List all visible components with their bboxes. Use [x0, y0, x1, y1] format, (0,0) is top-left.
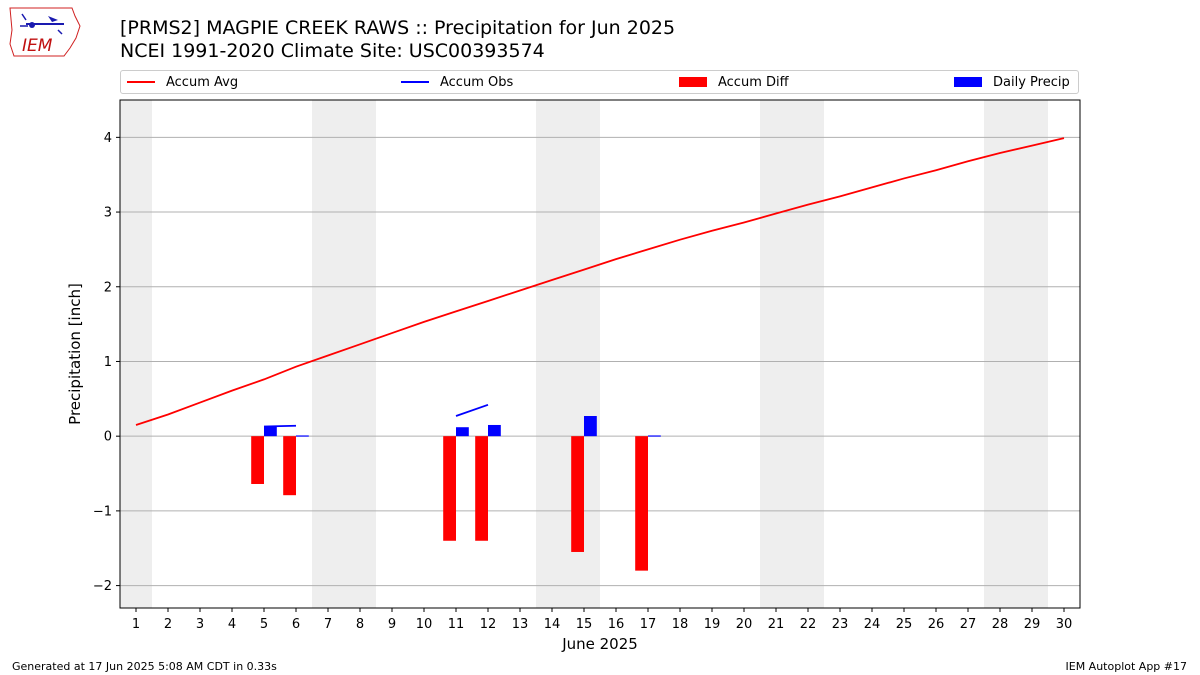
logo-text: IEM	[22, 36, 53, 56]
x-tick-label: 5	[260, 617, 268, 632]
x-tick-label: 2	[164, 617, 172, 632]
legend: Accum Avg Accum Obs Accum Diff Daily Pre…	[120, 70, 1079, 94]
legend-item-accum-avg: Accum Avg	[127, 71, 238, 93]
x-tick-label: 30	[1056, 617, 1073, 632]
daily-precip-bar	[456, 427, 469, 437]
y-tick-label: 3	[104, 206, 112, 221]
generated-note: Generated at 17 Jun 2025 5:08 AM CDT in …	[12, 660, 277, 673]
y-tick-label: 0	[104, 430, 112, 445]
x-tick-label: 4	[228, 617, 236, 632]
x-tick-label: 13	[512, 617, 529, 632]
accum-obs-line	[455, 403, 489, 417]
x-tick-label: 10	[416, 617, 433, 632]
x-tick-label: 16	[608, 617, 625, 632]
iem-iowa-logo-icon: IEM	[9, 7, 81, 57]
x-tick-label: 17	[640, 617, 657, 632]
x-tick-label: 6	[292, 617, 300, 632]
daily-precip-bar	[584, 416, 597, 437]
iem-logo: IEM	[6, 4, 82, 60]
accum-diff-bar	[443, 436, 456, 541]
weekend-shade	[312, 100, 376, 608]
x-tick-label: 7	[324, 617, 332, 632]
weekend-shade	[760, 100, 824, 608]
x-tick-label: 23	[832, 617, 849, 632]
accum-obs-line	[263, 424, 297, 428]
x-tick-label: 26	[928, 617, 945, 632]
title-line1: [PRMS2] MAGPIE CREEK RAWS :: Precipitati…	[120, 17, 676, 39]
x-tick-label: 12	[480, 617, 497, 632]
legend-item-accum-diff: Accum Diff	[679, 71, 789, 93]
x-tick-label: 22	[800, 617, 817, 632]
accum-diff-bar	[251, 436, 264, 484]
x-tick-label: 24	[864, 617, 881, 632]
y-tick-label: 1	[104, 355, 112, 370]
weekend-shade	[536, 100, 600, 608]
plot-frame	[119, 99, 1081, 609]
legend-label: Accum Obs	[440, 74, 514, 90]
legend-swatch	[954, 77, 982, 87]
legend-swatch	[679, 77, 707, 87]
daily-precip-bar	[648, 435, 661, 437]
daily-precip-bar	[264, 426, 277, 437]
x-tick-label: 3	[196, 617, 204, 632]
legend-swatch	[401, 81, 429, 83]
x-tick-label: 9	[388, 617, 396, 632]
x-axis-label: June 2025	[561, 635, 638, 653]
x-tick-label: 29	[1024, 617, 1041, 632]
title-line2: NCEI 1991-2020 Climate Site: USC00393574	[120, 40, 545, 62]
legend-item-accum-obs: Accum Obs	[401, 71, 513, 93]
x-tick-label: 8	[356, 617, 364, 632]
app-note: IEM Autoplot App #17	[1065, 660, 1188, 673]
accum-diff-bar	[571, 436, 584, 552]
chart-title: [PRMS2] MAGPIE CREEK RAWS :: Precipitati…	[120, 17, 675, 63]
x-tick-label: 27	[960, 617, 977, 632]
legend-label: Accum Avg	[166, 74, 239, 90]
x-tick-label: 11	[448, 617, 465, 632]
legend-item-daily-precip: Daily Precip	[954, 71, 1070, 93]
x-tick-label: 21	[768, 617, 785, 632]
daily-precip-bar	[488, 424, 501, 437]
legend-label: Daily Precip	[993, 74, 1070, 90]
y-tick-label: 4	[104, 131, 112, 146]
y-tick-label: −1	[93, 504, 112, 519]
x-tick-label: 28	[992, 617, 1009, 632]
y-axis-label: Precipitation [inch]	[66, 283, 84, 425]
accum-diff-bar	[283, 436, 296, 496]
x-tick-label: 15	[576, 617, 593, 632]
x-tick-label: 20	[736, 617, 753, 632]
y-tick-label: −2	[93, 579, 112, 594]
x-tick-label: 1	[132, 617, 140, 632]
x-tick-label: 14	[544, 617, 561, 632]
daily-precip-bar	[296, 435, 309, 437]
accum-diff-bar	[635, 436, 648, 571]
legend-label: Accum Diff	[718, 74, 789, 90]
weekend-shade	[984, 100, 1048, 608]
weekend-shade	[120, 100, 152, 608]
accum-avg-line	[135, 137, 1065, 426]
x-tick-label: 19	[704, 617, 721, 632]
x-tick-label: 25	[896, 617, 913, 632]
x-tick-label: 18	[672, 617, 689, 632]
accum-diff-bar	[475, 436, 488, 541]
y-tick-label: 2	[104, 280, 112, 295]
legend-swatch	[127, 81, 155, 83]
